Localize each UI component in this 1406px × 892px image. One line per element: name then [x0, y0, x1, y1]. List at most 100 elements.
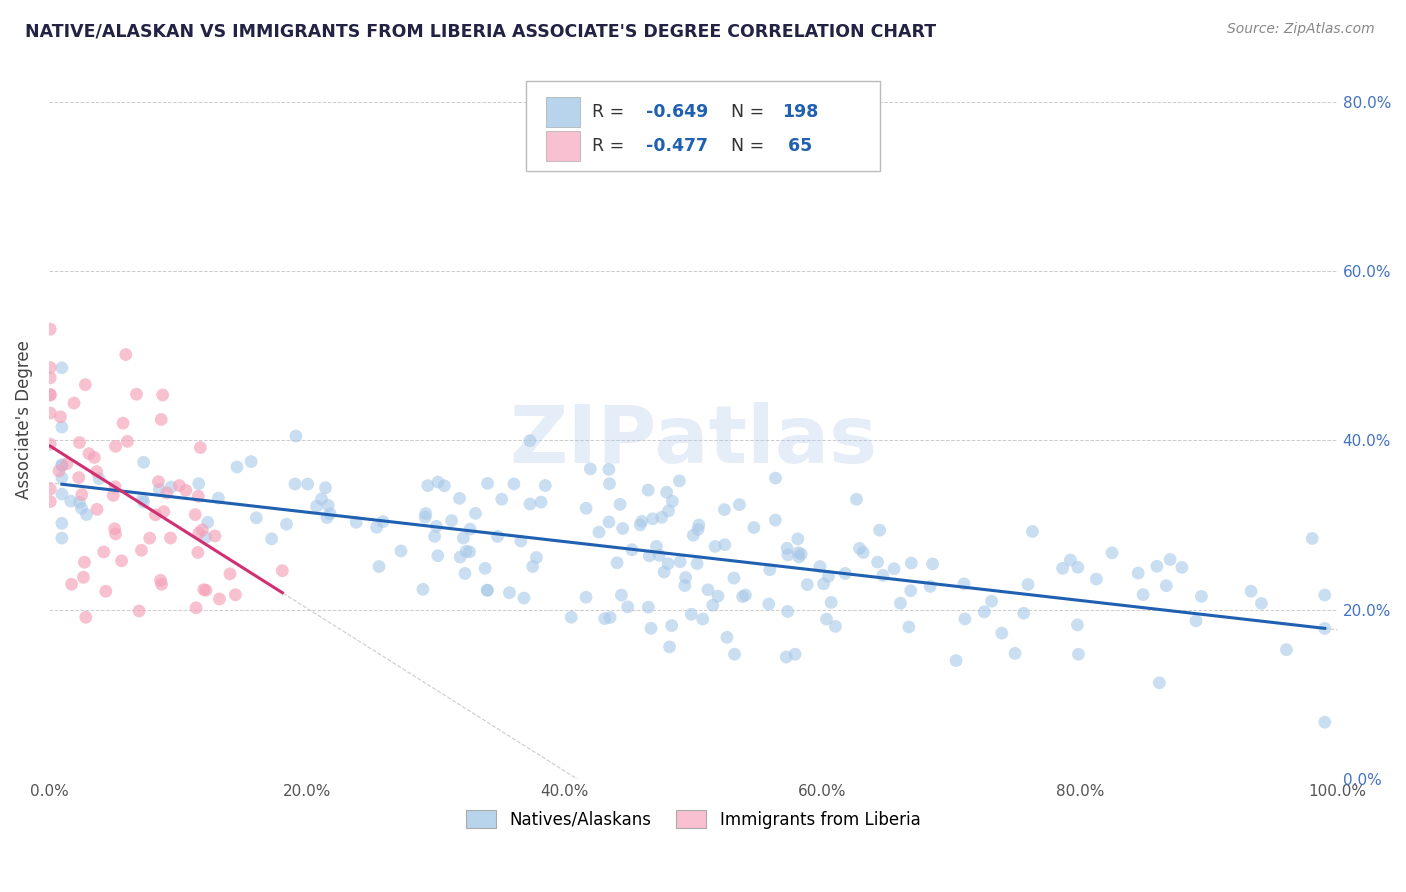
Text: 65: 65 — [782, 136, 813, 155]
FancyBboxPatch shape — [547, 97, 579, 128]
Point — [783, 647, 806, 661]
Point — [897, 620, 920, 634]
Text: -0.649: -0.649 — [645, 103, 707, 121]
Point — [1017, 577, 1039, 591]
Point — [820, 595, 842, 609]
Point — [921, 557, 943, 571]
Point — [132, 455, 155, 469]
Point — [723, 571, 745, 585]
Point — [204, 529, 226, 543]
Point — [413, 510, 436, 524]
Point — [366, 520, 388, 534]
Point — [817, 569, 839, 583]
Point — [456, 544, 478, 558]
Point — [63, 396, 86, 410]
Point — [776, 604, 799, 618]
Point — [1128, 566, 1150, 580]
Point — [39, 406, 62, 420]
Point — [75, 377, 97, 392]
Point — [86, 502, 108, 516]
Point — [39, 494, 62, 508]
Point — [39, 437, 62, 451]
Point — [652, 565, 675, 579]
Point — [692, 612, 714, 626]
Point — [423, 529, 446, 543]
Point — [980, 594, 1002, 608]
Point — [117, 434, 139, 449]
Point — [83, 450, 105, 465]
Point — [588, 525, 610, 540]
Point — [440, 514, 463, 528]
Point — [39, 371, 62, 385]
Point — [190, 441, 212, 455]
Point — [648, 549, 671, 563]
Point — [104, 522, 127, 536]
Point — [51, 516, 73, 531]
Point — [94, 584, 117, 599]
Point — [704, 540, 727, 554]
Point — [475, 583, 498, 598]
Point — [77, 447, 100, 461]
Point — [953, 612, 976, 626]
Point — [477, 583, 499, 598]
Point — [138, 531, 160, 545]
Point — [640, 621, 662, 635]
Point — [681, 607, 703, 622]
Point — [852, 545, 875, 559]
Point — [560, 610, 582, 624]
Point — [39, 482, 62, 496]
Point — [661, 494, 683, 508]
Point — [150, 412, 173, 426]
Point — [371, 515, 394, 529]
Point — [86, 465, 108, 479]
Point — [224, 588, 246, 602]
Point — [637, 600, 659, 615]
Point — [415, 507, 437, 521]
Point — [464, 507, 486, 521]
Point — [1156, 579, 1178, 593]
Point — [187, 476, 209, 491]
Point — [426, 549, 449, 563]
Point — [657, 504, 679, 518]
Point — [110, 554, 132, 568]
Point — [787, 546, 810, 560]
Point — [131, 543, 153, 558]
Point — [765, 471, 787, 485]
Point — [686, 557, 709, 571]
Point — [920, 579, 942, 593]
Point — [686, 522, 709, 536]
Point — [673, 578, 696, 592]
Point — [991, 626, 1014, 640]
Point — [194, 530, 217, 544]
Point — [51, 531, 73, 545]
Point — [60, 577, 83, 591]
Point — [315, 481, 337, 495]
Point — [631, 515, 654, 529]
Point — [669, 555, 692, 569]
Point — [599, 610, 621, 624]
Point — [503, 476, 526, 491]
Point — [813, 576, 835, 591]
Point — [70, 501, 93, 516]
Point — [1021, 524, 1043, 539]
Point — [606, 556, 628, 570]
Point — [148, 475, 170, 489]
Point — [311, 491, 333, 506]
Point — [149, 574, 172, 588]
Y-axis label: Associate's Degree: Associate's Degree — [15, 340, 32, 499]
Point — [1085, 572, 1108, 586]
Point — [834, 566, 856, 581]
Point — [637, 483, 659, 497]
Point — [509, 534, 531, 549]
Text: R =: R = — [592, 136, 630, 155]
Text: ZIPatlas: ZIPatlas — [509, 401, 877, 480]
Point — [610, 588, 633, 602]
Point — [723, 647, 745, 661]
Point — [1132, 588, 1154, 602]
Point — [638, 549, 661, 563]
Point — [486, 529, 509, 543]
Point — [973, 605, 995, 619]
Point — [240, 455, 263, 469]
Point — [900, 583, 922, 598]
Point — [1149, 675, 1171, 690]
